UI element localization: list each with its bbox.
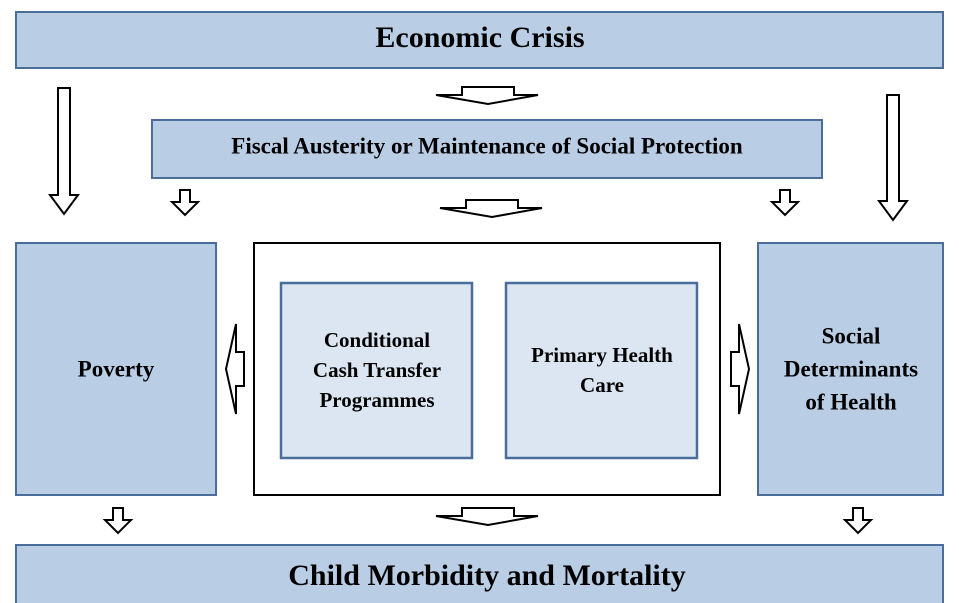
arrow (439, 199, 543, 219)
node-label: Cash Transfer (313, 358, 441, 382)
node-label: Fiscal Austerity or Maintenance of Socia… (231, 133, 743, 158)
node-label: Social (822, 323, 881, 348)
child-morbidity-box (15, 544, 944, 603)
arrow (877, 94, 909, 222)
poverty-box (15, 242, 217, 496)
node-label: Primary Health (531, 343, 673, 367)
node-label: Economic Crisis (375, 21, 584, 54)
arrow (169, 189, 201, 217)
node-label: Poverty (78, 356, 155, 381)
phc-box (504, 281, 699, 460)
arrow (102, 507, 134, 535)
arrow (435, 86, 539, 106)
arrow (435, 507, 539, 527)
arrow (224, 323, 245, 415)
node-label: Conditional (324, 328, 430, 352)
economic-crisis-box (15, 11, 944, 69)
arrow (842, 507, 874, 535)
social-determinants-box (757, 242, 944, 496)
cct-box (279, 281, 474, 460)
arrow (769, 189, 801, 217)
node-label: Care (580, 373, 624, 397)
node-label: of Health (805, 389, 897, 414)
arrow (730, 323, 751, 415)
node-label: Determinants (784, 356, 918, 381)
node-label: Programmes (319, 388, 434, 412)
arrow (48, 87, 80, 216)
fiscal-box (151, 119, 823, 179)
node-label: Child Morbidity and Mortality (288, 559, 686, 592)
